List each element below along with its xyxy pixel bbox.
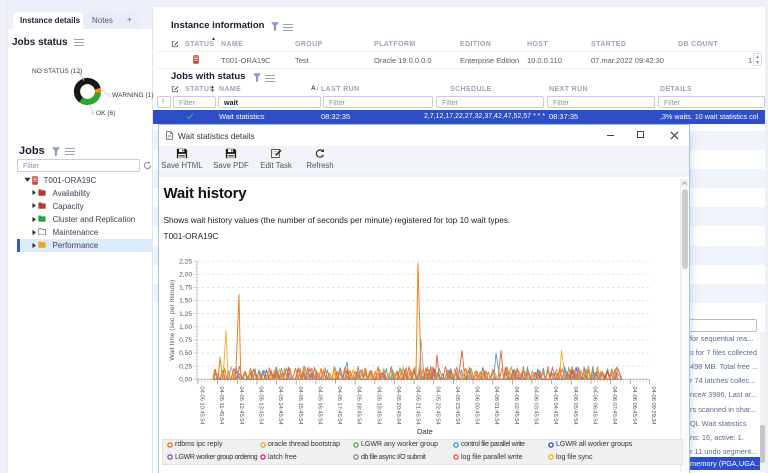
- svg-text:04-05 18:45:54: 04-05 18:45:54: [356, 386, 362, 424]
- svg-text:04-06 00:45:54: 04-06 00:45:54: [474, 386, 480, 424]
- svg-text:04-05 20:45:54: 04-05 20:45:54: [395, 386, 401, 424]
- svg-text:0,25: 0,25: [179, 363, 192, 370]
- svg-text:04-05 21:45:54: 04-05 21:45:54: [415, 386, 421, 424]
- svg-text:04-06 09:29:34: 04-06 09:29:34: [650, 386, 656, 424]
- svg-text:04-05 13:45:54: 04-05 13:45:54: [257, 386, 263, 424]
- svg-text:04-05 17:45:54: 04-05 17:45:54: [336, 386, 342, 424]
- svg-text:04-05 16:45:54: 04-05 16:45:54: [316, 386, 322, 424]
- svg-text:04-06 07:45:54: 04-06 07:45:54: [611, 386, 617, 424]
- svg-text:0,00: 0,00: [179, 376, 192, 383]
- svg-text:04-05 10:45:54: 04-05 10:45:54: [199, 386, 205, 424]
- svg-text:04-05 11:45:54: 04-05 11:45:54: [218, 386, 224, 424]
- svg-text:04-05 15:45:54: 04-05 15:45:54: [297, 386, 303, 424]
- svg-text:1,00: 1,00: [179, 324, 192, 331]
- svg-text:04-06 02:45:54: 04-06 02:45:54: [513, 386, 519, 424]
- svg-text:1,25: 1,25: [179, 311, 192, 318]
- svg-text:0,75: 0,75: [179, 337, 192, 344]
- svg-text:2,00: 2,00: [179, 272, 192, 279]
- svg-text:04-05 12:45:54: 04-05 12:45:54: [238, 386, 244, 424]
- svg-text:1,50: 1,50: [179, 298, 192, 305]
- svg-text:04-06 08:45:54: 04-06 08:45:54: [631, 386, 637, 424]
- svg-text:04-06 03:45:54: 04-06 03:45:54: [533, 386, 539, 424]
- svg-text:04-05 14:45:54: 04-05 14:45:54: [277, 386, 283, 424]
- svg-text:04-06 01:45:54: 04-06 01:45:54: [493, 386, 499, 424]
- svg-text:04-05 22:45:54: 04-05 22:45:54: [434, 386, 440, 424]
- svg-text:Wait time (sec. per minute): Wait time (sec. per minute): [169, 280, 176, 361]
- svg-text:1,75: 1,75: [179, 285, 192, 292]
- svg-text:04-06 04:45:54: 04-06 04:45:54: [552, 386, 558, 424]
- svg-text:04-05 19:45:54: 04-05 19:45:54: [375, 386, 381, 424]
- svg-text:04-05 23:45:54: 04-05 23:45:54: [454, 386, 460, 424]
- svg-text:04-06 05:45:54: 04-06 05:45:54: [572, 386, 578, 424]
- svg-text:0,50: 0,50: [179, 350, 192, 357]
- svg-text:04-06 06:45:54: 04-06 06:45:54: [592, 386, 598, 424]
- svg-text:2,25: 2,25: [179, 258, 192, 265]
